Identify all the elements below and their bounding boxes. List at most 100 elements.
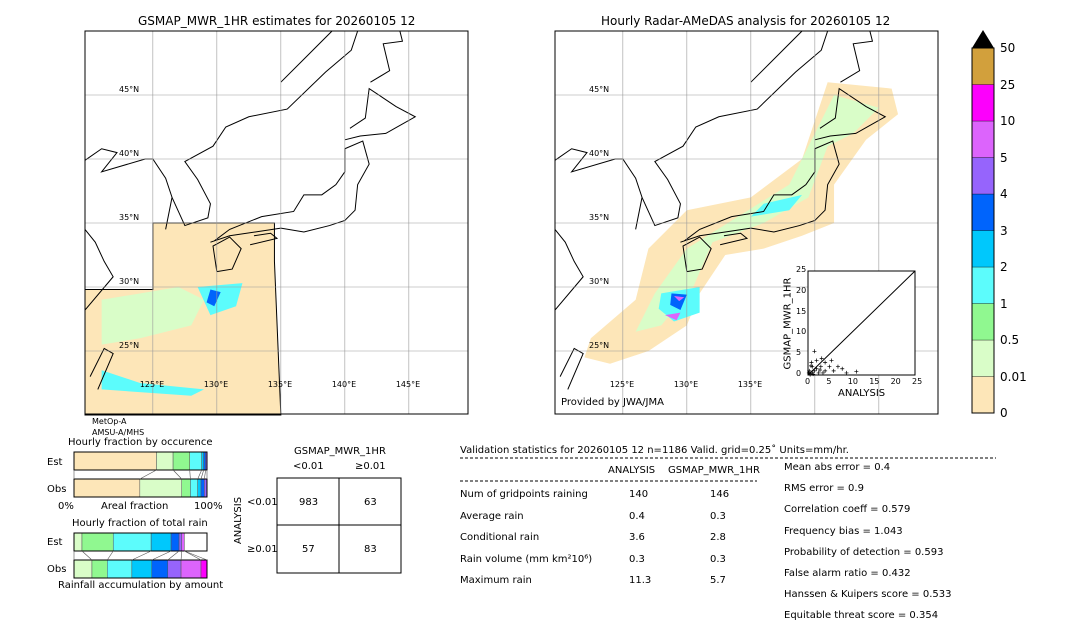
- coastline-3: [814, 87, 887, 141]
- rain-bar-connector: [167, 550, 180, 561]
- rain-bar-segment: [150, 532, 172, 552]
- scatter-xtick: 0: [805, 377, 811, 386]
- score-line: Correlation coeff = 0.579: [784, 504, 911, 516]
- scatter-point: [831, 368, 836, 373]
- lat-label: 25°N: [589, 341, 610, 350]
- scatter-point: [809, 360, 814, 365]
- lon-label: 145°E: [395, 380, 421, 389]
- map-frame: [554, 30, 939, 415]
- colorbar-segment: [971, 47, 995, 85]
- rain-bar-segment: [170, 532, 180, 552]
- rain-bar-connector: [151, 550, 172, 561]
- scatter-point: [816, 370, 821, 375]
- scatter-point: [823, 368, 828, 373]
- occurrence-bar-segment: [200, 478, 205, 498]
- score-line: RMS error = 0.9: [784, 483, 864, 495]
- rain-est-label: Est: [47, 537, 63, 548]
- coastline-1: [212, 236, 242, 273]
- scatter-point: [806, 370, 811, 375]
- cell-d: 83: [364, 544, 377, 555]
- occ-tick-0: 0%: [58, 501, 74, 512]
- rain-bar-segment: [112, 532, 152, 552]
- occ-tick-100: 100%: [194, 501, 223, 512]
- lat-label: 40°N: [119, 149, 140, 158]
- scatter-xtick: 5: [826, 377, 832, 386]
- occurrence-title: Hourly fraction by occurence: [68, 437, 213, 448]
- rain-bar-connector: [107, 550, 114, 561]
- contingency-row-title: ANALYSIS: [233, 496, 245, 545]
- scatter-xtick: 10: [847, 377, 858, 386]
- lon-label: 125°E: [139, 380, 165, 389]
- colorbar-frame: [971, 47, 995, 414]
- occurrence-bar-segment: [203, 451, 206, 471]
- rain-bar-segment: [91, 559, 108, 579]
- colorbar-label: 0.01: [1000, 369, 1027, 384]
- rain-bar-frame: [73, 559, 208, 579]
- scatter-point: [807, 368, 812, 373]
- sensor-label-1: MetOp-A: [92, 417, 127, 426]
- stats-col-gsmap: GSMAP_MWR_1HR: [668, 465, 760, 476]
- scatter-ylabel: GSMAP_MWR_1HR: [782, 277, 794, 370]
- lon-label: 125°E: [609, 380, 635, 389]
- colorbar-segment: [971, 120, 995, 158]
- lon-label: 135°E: [267, 380, 293, 389]
- occurrence-bar-segment: [172, 451, 190, 471]
- lat-label: 25°N: [119, 341, 140, 350]
- occurrence-bar-segment: [73, 478, 141, 498]
- rain-bar-connector: [180, 550, 183, 561]
- stats-gsmap-value: 0.3: [710, 510, 726, 522]
- rain-bar-segment: [81, 532, 114, 552]
- cell-a: 983: [299, 497, 319, 508]
- coastline-0: [210, 140, 370, 243]
- rain-bar-connector: [131, 550, 152, 561]
- stats-analysis-value: 140: [629, 489, 649, 500]
- stats-gsmap-value: 5.7: [710, 575, 726, 586]
- rain-bar-connector: [81, 550, 93, 561]
- stats-analysis-value: 3.6: [629, 532, 645, 543]
- score-line: False alarm ratio = 0.432: [784, 568, 911, 579]
- rain-violet: [674, 295, 685, 302]
- colorbar-label: 50: [1000, 41, 1016, 55]
- scatter-point: [840, 366, 845, 371]
- colorbar-segment: [971, 157, 995, 195]
- stats-row-label: Maximum rain: [460, 575, 532, 586]
- score-line: Frequency bias = 1.043: [784, 525, 903, 537]
- scatter-xtick: 15: [869, 377, 880, 386]
- colorbar-label: 5: [1000, 150, 1008, 165]
- rain-bar-connector: [184, 550, 202, 561]
- rain-bar-segment: [107, 559, 133, 579]
- scatter-ytick: 5: [796, 348, 802, 358]
- score-line: Probability of detection = 0.593: [784, 546, 944, 558]
- scatter-point: [827, 364, 832, 369]
- rain-bar-segment: [131, 559, 153, 579]
- coastline-9: [280, 30, 333, 83]
- scatter-ytick: 10: [796, 327, 807, 337]
- scatter-point: [808, 363, 813, 368]
- occ-est-label: Est: [47, 457, 63, 468]
- scatter-xtick: 25: [912, 377, 923, 386]
- rain-obs-label: Obs: [47, 564, 67, 575]
- occurrence-bar-segment: [189, 451, 202, 471]
- coastline-2: [720, 232, 749, 246]
- colorbar-segment: [971, 193, 995, 231]
- rain-title: Hourly fraction of total rain: [72, 518, 208, 529]
- scatter-xlabel: ANALYSIS: [838, 388, 886, 399]
- stats-gsmap-value: 0.3: [710, 553, 726, 565]
- rain-bar-segment: [178, 532, 182, 552]
- occurrence-bar-segment: [190, 478, 198, 498]
- lon-label: 130°E: [203, 380, 229, 389]
- scatter-point: [818, 364, 823, 369]
- scatter-point: [823, 360, 828, 365]
- scatter-point: [817, 368, 822, 373]
- lat-label: 40°N: [589, 149, 610, 158]
- lon-label: 135°E: [737, 380, 763, 389]
- scatter-point: [814, 358, 819, 363]
- rain-bar-frame: [73, 532, 208, 552]
- occurrence-bar-connector: [204, 469, 206, 480]
- right-map-title: Hourly Radar-AMeDAS analysis for 2026010…: [601, 14, 891, 28]
- rain-bar-segment: [180, 559, 202, 579]
- coastline-6: [840, 30, 874, 83]
- scatter-point: [820, 370, 825, 375]
- lon-label: 140°E: [331, 380, 357, 389]
- scatter-xtick: 20: [890, 377, 901, 386]
